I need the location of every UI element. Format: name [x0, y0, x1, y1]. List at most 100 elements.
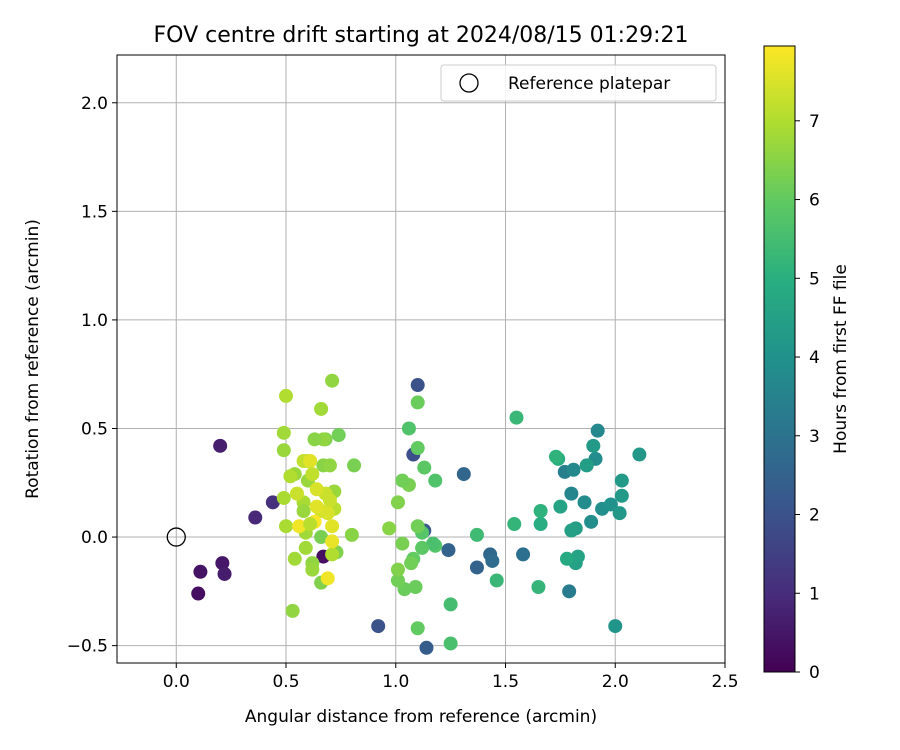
colorbar-gradient: [764, 46, 795, 672]
chart-title: FOV centre drift starting at 2024/08/15 …: [154, 23, 689, 48]
axes-frame: [116, 54, 726, 664]
data-point: [553, 499, 568, 514]
data-point: [283, 469, 298, 484]
data-point: [320, 571, 335, 586]
x-tick-label: 2.5: [711, 672, 738, 692]
data-point: [265, 495, 280, 510]
data-point: [292, 519, 307, 534]
data-point: [309, 482, 324, 497]
colorbar-label: Hours from first FF file: [831, 264, 851, 454]
colorbar-tick-label: 7: [809, 112, 820, 132]
x-axis-ticks: 0.0 0.5 1.0 1.5 2.0 2.5: [163, 663, 739, 692]
plot-area: [117, 55, 725, 663]
data-point: [344, 527, 359, 542]
colorbar: 0 1 2 3 4 5 6 7 Hours from first FF file: [763, 45, 851, 683]
data-point: [531, 580, 546, 594]
data-point: [314, 530, 329, 545]
data-point: [533, 517, 548, 532]
data-point: [410, 519, 425, 534]
data-point: [456, 467, 471, 482]
data-point: [285, 603, 300, 618]
data-point: [586, 438, 601, 453]
data-point: [441, 543, 456, 558]
data-point: [296, 504, 311, 518]
data-point: [325, 534, 340, 549]
y-tick-label: 0.0: [81, 528, 108, 548]
data-point: [289, 486, 304, 501]
data-point: [428, 473, 443, 488]
legend-marker-icon: [459, 73, 479, 93]
data-point: [303, 517, 318, 532]
data-point: [331, 428, 346, 442]
data-point: [443, 597, 458, 612]
data-point: [305, 562, 320, 577]
data-point: [305, 467, 320, 482]
data-point: [276, 425, 291, 440]
data-point: [314, 401, 329, 416]
colorbar-tick-label: 3: [809, 427, 820, 447]
data-point: [307, 432, 322, 447]
colorbar-tick-label: 0: [809, 663, 820, 683]
data-point: [443, 636, 458, 651]
data-point: [303, 454, 318, 469]
x-tick-label: 2.0: [602, 672, 629, 692]
y-tick-label: −0.5: [67, 637, 108, 657]
data-point: [325, 519, 340, 534]
data-point: [566, 462, 581, 477]
data-point: [415, 540, 430, 555]
data-point: [419, 640, 434, 655]
data-point: [279, 519, 294, 534]
data-point: [426, 536, 441, 551]
colorbar-frame: [763, 45, 796, 673]
data-point: [603, 497, 618, 512]
data-point: [559, 551, 574, 566]
x-tick-label: 1.5: [492, 672, 519, 692]
data-point: [325, 373, 340, 388]
data-point: [279, 388, 294, 403]
data-point: [417, 460, 432, 475]
colorbar-tick-label: 4: [809, 348, 820, 368]
colorbar-tick-label: 1: [809, 584, 820, 604]
data-point: [193, 564, 208, 579]
data-point: [564, 523, 579, 538]
data-point: [516, 547, 531, 562]
data-point: [390, 495, 405, 510]
data-point: [191, 586, 206, 601]
data-point: [489, 573, 504, 588]
data-point: [395, 473, 410, 488]
data-point: [325, 547, 340, 562]
data-point: [579, 458, 594, 473]
x-axis-label: Angular distance from reference (arcmin): [245, 707, 597, 727]
data-point: [614, 473, 629, 488]
data-point: [309, 499, 324, 514]
data-point: [298, 540, 313, 555]
data-point: [614, 488, 629, 503]
x-tick-label: 0.5: [272, 672, 299, 692]
data-point: [371, 619, 386, 634]
data-point: [564, 486, 579, 501]
data-point: [485, 553, 500, 568]
colorbar-tick-label: 5: [809, 269, 820, 289]
data-point: [507, 517, 522, 532]
data-point: [612, 506, 627, 521]
data-point: [276, 490, 291, 505]
y-axis-ticks: −0.5 0.0 0.5 1.0 1.5 2.0: [67, 94, 117, 657]
legend-box: [440, 64, 717, 102]
colorbar-ticks: 0 1 2 3 4 5 6 7: [795, 112, 820, 683]
data-point: [276, 443, 291, 458]
data-point: [590, 423, 605, 438]
legend-label-reference-platepar: Reference platepar: [508, 74, 670, 94]
data-point: [248, 510, 263, 525]
data-point: [320, 506, 335, 521]
data-point: [215, 556, 230, 571]
reference-platepar-marker: [166, 527, 186, 547]
data-point: [410, 395, 425, 410]
y-tick-label: 1.0: [81, 311, 108, 331]
y-axis-label: Rotation from reference (arcmin): [23, 219, 43, 499]
data-point: [322, 458, 337, 473]
data-point: [584, 514, 599, 529]
data-point: [390, 573, 405, 588]
data-point: [404, 556, 419, 571]
